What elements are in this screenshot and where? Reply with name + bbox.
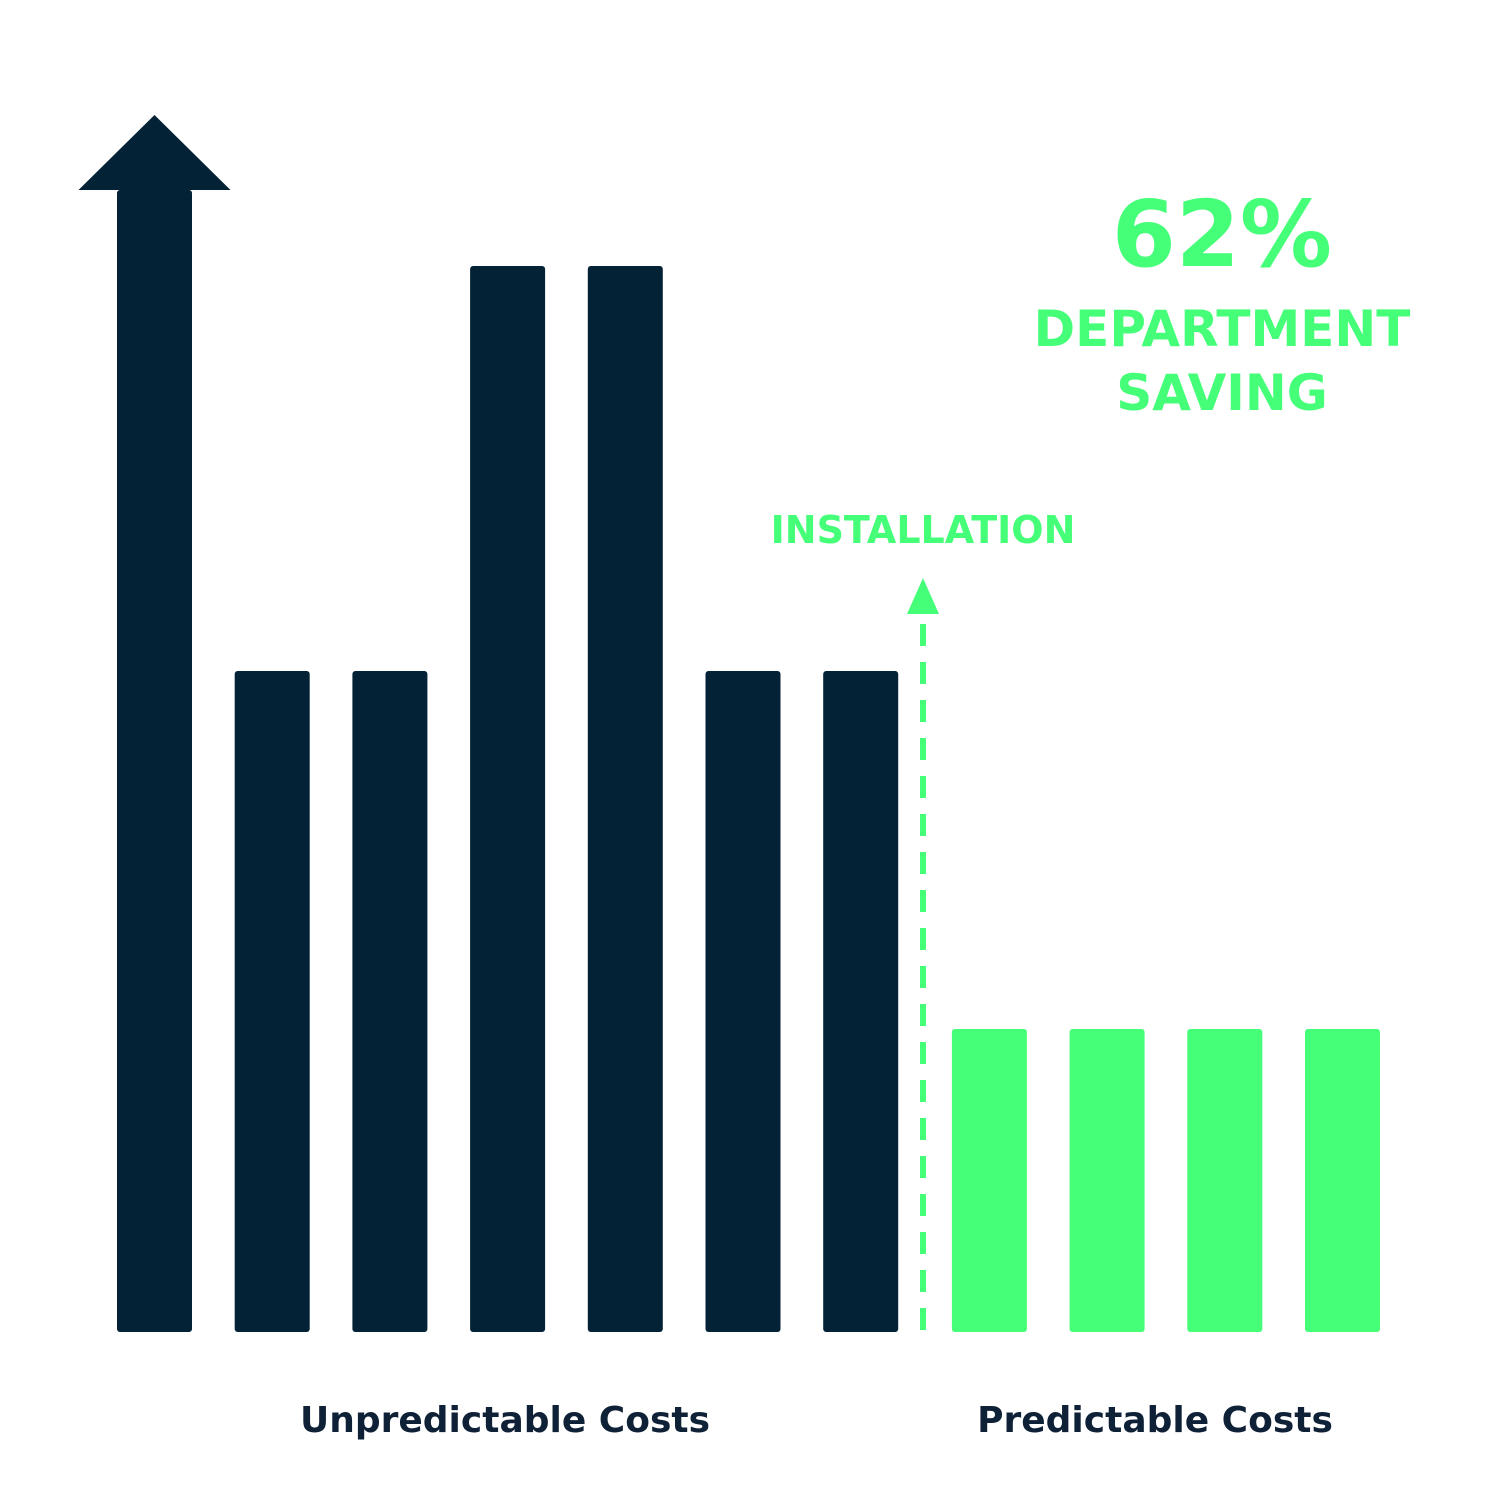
unpredictable-cost-bar-1 [234, 671, 310, 1332]
unpredictable-cost-bar-2 [352, 671, 428, 1332]
saving-percentage: 62% [1112, 181, 1332, 288]
predictable-cost-bar-7 [951, 1029, 1027, 1332]
predictable-cost-bar-9 [1187, 1029, 1263, 1332]
unpredictable-cost-bar-5 [705, 671, 781, 1332]
rising-cost-arrow-icon [78, 115, 231, 190]
unpredictable-cost-bar-4 [587, 266, 663, 1332]
saving-label-line2: SAVING [1116, 364, 1328, 422]
bars-layer [78, 115, 1380, 1332]
unpredictable-cost-bar-6 [823, 671, 899, 1332]
predictable-cost-bar-10 [1305, 1029, 1380, 1332]
saving-label-line1: DEPARTMENT [1034, 300, 1411, 358]
installation-arrow-icon [907, 578, 939, 614]
group-label-predictable: Predictable Costs [977, 1400, 1333, 1441]
installation-marker [907, 578, 939, 1330]
installation-label: INSTALLATION [771, 508, 1076, 552]
group-label-unpredictable: Unpredictable Costs [300, 1400, 710, 1441]
unpredictable-cost-bar-0 [117, 190, 192, 1332]
predictable-cost-bar-8 [1069, 1029, 1145, 1332]
unpredictable-cost-bar-3 [470, 266, 546, 1332]
